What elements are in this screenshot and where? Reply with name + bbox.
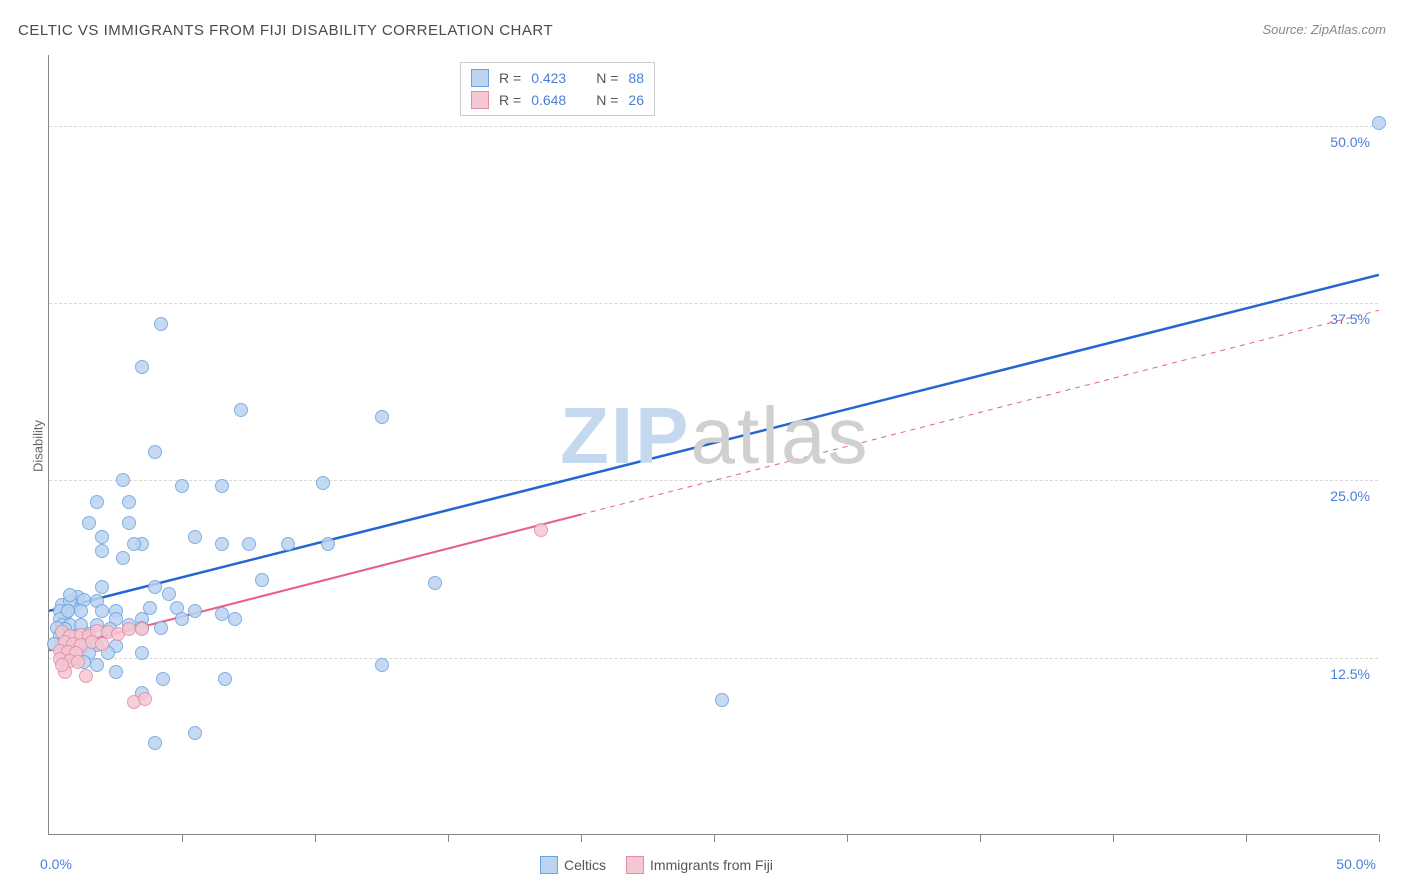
n-value: 26 <box>628 92 644 108</box>
data-point <box>55 658 69 672</box>
gridline <box>49 303 1378 304</box>
y-tick-label: 12.5% <box>1330 666 1370 682</box>
x-tick <box>581 834 582 842</box>
data-point <box>1372 116 1386 130</box>
data-point <box>321 537 335 551</box>
data-point <box>109 665 123 679</box>
x-tick <box>448 834 449 842</box>
legend-swatch <box>626 856 644 874</box>
data-point <box>156 672 170 686</box>
data-point <box>63 588 77 602</box>
data-point <box>188 530 202 544</box>
data-point <box>154 317 168 331</box>
data-point <box>95 580 109 594</box>
data-point <box>79 669 93 683</box>
n-label: N = <box>596 92 618 108</box>
data-point <box>188 726 202 740</box>
n-value: 88 <box>628 70 644 86</box>
legend-item: Immigrants from Fiji <box>626 856 773 874</box>
y-axis-label: Disability <box>31 420 46 472</box>
data-point <box>215 607 229 621</box>
data-point <box>242 537 256 551</box>
data-point <box>215 537 229 551</box>
data-point <box>316 476 330 490</box>
x-tick <box>315 834 316 842</box>
data-point <box>122 495 136 509</box>
data-point <box>428 576 442 590</box>
data-point <box>116 473 130 487</box>
plot-area: 12.5% 25.0% 37.5% 50.0% <box>48 55 1378 835</box>
chart-title: CELTIC VS IMMIGRANTS FROM FIJI DISABILIT… <box>18 22 553 39</box>
n-label: N = <box>596 70 618 86</box>
data-point <box>215 479 229 493</box>
data-point <box>122 622 136 636</box>
data-point <box>175 612 189 626</box>
data-point <box>74 604 88 618</box>
data-point <box>61 604 75 618</box>
legend-label: Immigrants from Fiji <box>650 857 773 873</box>
legend-row: R = 0.648 N = 26 <box>471 89 644 111</box>
legend-row: R = 0.423 N = 88 <box>471 67 644 89</box>
x-max-label: 50.0% <box>1336 856 1376 872</box>
data-point <box>175 479 189 493</box>
x-tick <box>980 834 981 842</box>
x-tick <box>1379 834 1380 842</box>
data-point <box>90 658 104 672</box>
r-label: R = <box>499 70 521 86</box>
y-tick-label: 50.0% <box>1330 134 1370 150</box>
data-point <box>95 544 109 558</box>
series-legend: Celtics Immigrants from Fiji <box>540 856 773 874</box>
data-point <box>148 445 162 459</box>
data-point <box>95 530 109 544</box>
x-tick <box>714 834 715 842</box>
data-point <box>148 736 162 750</box>
data-point <box>534 523 548 537</box>
x-tick <box>1113 834 1114 842</box>
y-tick-label: 37.5% <box>1330 311 1370 327</box>
r-label: R = <box>499 92 521 108</box>
trend-overlay <box>49 55 1379 835</box>
data-point <box>71 655 85 669</box>
data-point <box>375 658 389 672</box>
legend-swatch <box>471 91 489 109</box>
data-point <box>135 360 149 374</box>
legend-swatch <box>540 856 558 874</box>
data-point <box>127 537 141 551</box>
x-tick <box>1246 834 1247 842</box>
data-point <box>218 672 232 686</box>
legend-label: Celtics <box>564 857 606 873</box>
correlation-legend: R = 0.423 N = 88 R = 0.648 N = 26 <box>460 62 655 116</box>
data-point <box>95 604 109 618</box>
x-origin-label: 0.0% <box>40 856 72 872</box>
data-point <box>281 537 295 551</box>
data-point <box>95 637 109 651</box>
gridline <box>49 658 1378 659</box>
data-point <box>138 692 152 706</box>
data-point <box>148 580 162 594</box>
source-attribution: Source: ZipAtlas.com <box>1262 22 1386 37</box>
data-point <box>375 410 389 424</box>
gridline <box>49 126 1378 127</box>
r-value: 0.648 <box>531 92 566 108</box>
x-tick <box>182 834 183 842</box>
data-point <box>135 622 149 636</box>
legend-item: Celtics <box>540 856 606 874</box>
x-tick <box>847 834 848 842</box>
data-point <box>188 604 202 618</box>
data-point <box>82 516 96 530</box>
data-point <box>234 403 248 417</box>
data-point <box>90 495 104 509</box>
data-point <box>228 612 242 626</box>
data-point <box>135 646 149 660</box>
legend-swatch <box>471 69 489 87</box>
data-point <box>122 516 136 530</box>
data-point <box>162 587 176 601</box>
data-point <box>715 693 729 707</box>
data-point <box>255 573 269 587</box>
r-value: 0.423 <box>531 70 566 86</box>
y-tick-label: 25.0% <box>1330 488 1370 504</box>
data-point <box>154 621 168 635</box>
gridline <box>49 480 1378 481</box>
data-point <box>116 551 130 565</box>
